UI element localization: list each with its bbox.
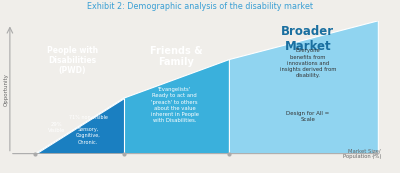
Polygon shape [35, 98, 124, 154]
Polygon shape [35, 21, 378, 154]
Text: Market Size/
Population (%): Market Size/ Population (%) [343, 148, 381, 159]
Text: Exhibit 2: Demographic analysis of the disability market: Exhibit 2: Demographic analysis of the d… [87, 2, 313, 11]
Text: Everyone
benefits from
innovations and
insights derived from
disability.: Everyone benefits from innovations and i… [280, 48, 336, 78]
Text: 'Evangelists'
Ready to act and
'preach' to others
about the value
inherent in Pe: 'Evangelists' Ready to act and 'preach' … [150, 87, 198, 123]
Text: 29%
Visible: 29% Visible [48, 122, 66, 133]
Polygon shape [35, 60, 230, 154]
Text: Opportunity: Opportunity [4, 74, 8, 106]
Text: Friends &
Family: Friends & Family [150, 46, 203, 67]
Text: 71% non-visible

Sensory,
Cognitive,
Chronic.: 71% non-visible Sensory, Cognitive, Chro… [69, 115, 108, 145]
Text: People with
Disabilities
(PWD): People with Disabilities (PWD) [47, 46, 98, 75]
Text: Broader
Market: Broader Market [281, 25, 334, 53]
Text: Design for All =
Scale: Design for All = Scale [286, 111, 330, 122]
